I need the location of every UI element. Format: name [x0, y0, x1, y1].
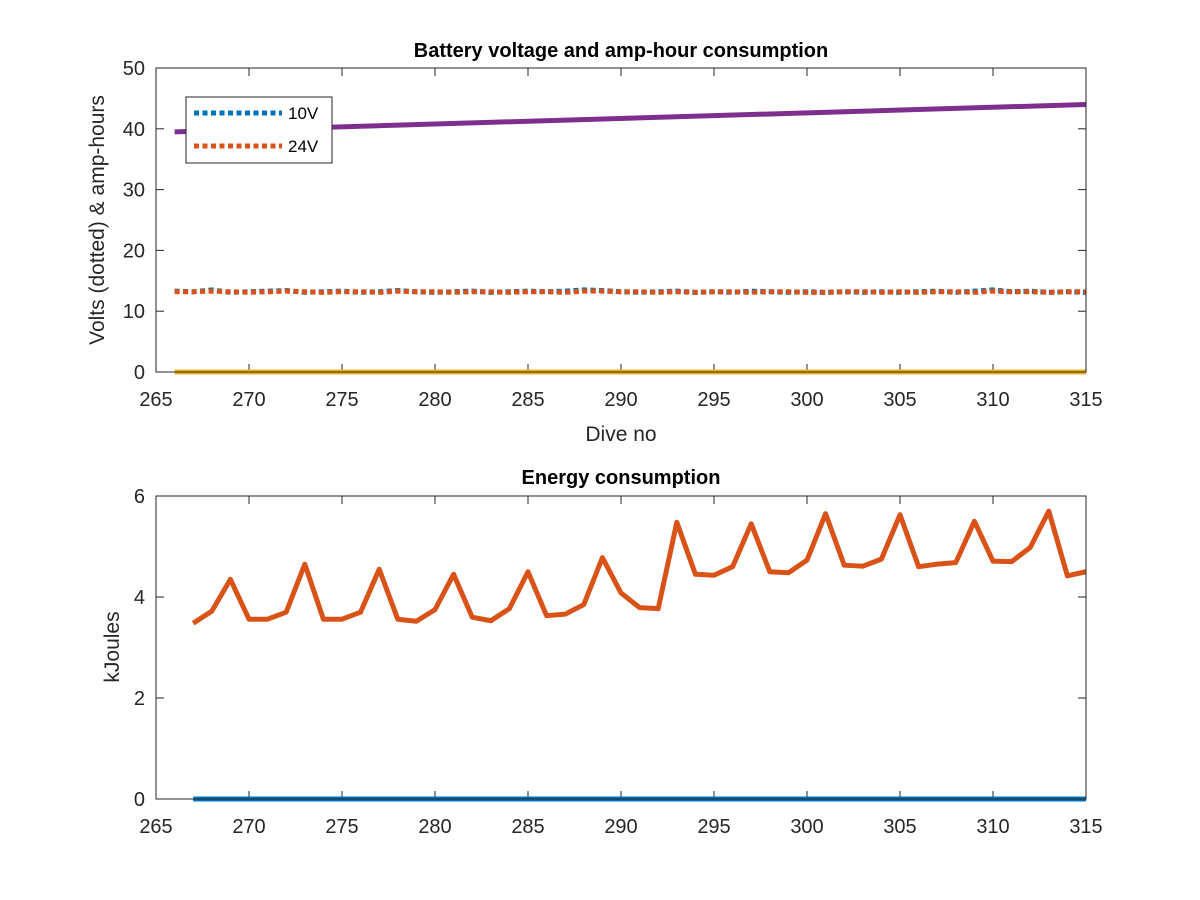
voltage-chart-y-axis-label: Volts (dotted) & amp-hours	[86, 95, 109, 345]
x-tick-label: 265	[139, 389, 172, 411]
voltage-chart-ticks: 265 270 275 280 285 290 295 300 305 310 315 0 10 20 30…	[123, 58, 1103, 411]
x-tick-label: 290	[604, 816, 637, 838]
voltage-chart-x-axis-label: Dive no	[585, 423, 656, 446]
series-line-line-1	[191, 508, 1087, 626]
x-tick-label: 310	[976, 389, 1009, 411]
x-tick-label: 295	[697, 389, 730, 411]
x-tick-label: 305	[883, 816, 916, 838]
voltage-chart-plot-frame	[155, 67, 1087, 373]
x-tick-label: 270	[232, 816, 265, 838]
voltage-chart-legend: 10V 24V	[185, 96, 333, 164]
x-tick-label: 280	[418, 389, 451, 411]
y-tick-label: 20	[123, 240, 145, 262]
x-tick-label: 285	[511, 389, 544, 411]
energy-chart-title: Energy consumption	[522, 467, 721, 489]
x-tick-label: 310	[976, 816, 1009, 838]
x-tick-label: 285	[511, 816, 544, 838]
x-tick-label: 265	[139, 816, 172, 838]
x-tick-label: 305	[883, 389, 916, 411]
legend-24v-label: 24V	[288, 137, 319, 156]
y-tick-label: 40	[123, 119, 145, 141]
energy-chart-plot-frame	[155, 495, 1087, 800]
y-tick-label: 50	[123, 58, 145, 80]
x-tick-label: 270	[232, 389, 265, 411]
y-tick-label: 30	[123, 180, 145, 202]
y-tick-label: 0	[134, 789, 145, 811]
x-tick-label: 280	[418, 816, 451, 838]
x-tick-label: 275	[325, 816, 358, 838]
x-tick-label: 300	[790, 816, 823, 838]
x-tick-label: 315	[1069, 389, 1102, 411]
series-line-24v	[174, 288, 1086, 295]
x-tick-label: 315	[1069, 816, 1102, 838]
voltage-amphour-axes: Battery voltage and amp-hour consumption…	[86, 40, 1103, 446]
x-tick-label: 290	[604, 389, 637, 411]
energy-chart-y-axis-label: kJoules	[101, 611, 124, 682]
y-tick-label: 2	[134, 688, 145, 710]
x-tick-label: 295	[697, 816, 730, 838]
voltage-chart-title: Battery voltage and amp-hour consumption	[414, 40, 828, 62]
legend-box	[185, 96, 333, 164]
energy-axes: Energy consumption kJoules 265 270 275 280 2…	[101, 467, 1103, 838]
y-tick-label: 0	[134, 362, 145, 384]
x-tick-label: 300	[790, 389, 823, 411]
legend-10v-label: 10V	[288, 104, 319, 123]
x-tick-label: 275	[325, 389, 358, 411]
y-tick-label: 4	[134, 587, 145, 609]
y-tick-label: 10	[123, 301, 145, 323]
y-tick-label: 6	[134, 486, 145, 508]
